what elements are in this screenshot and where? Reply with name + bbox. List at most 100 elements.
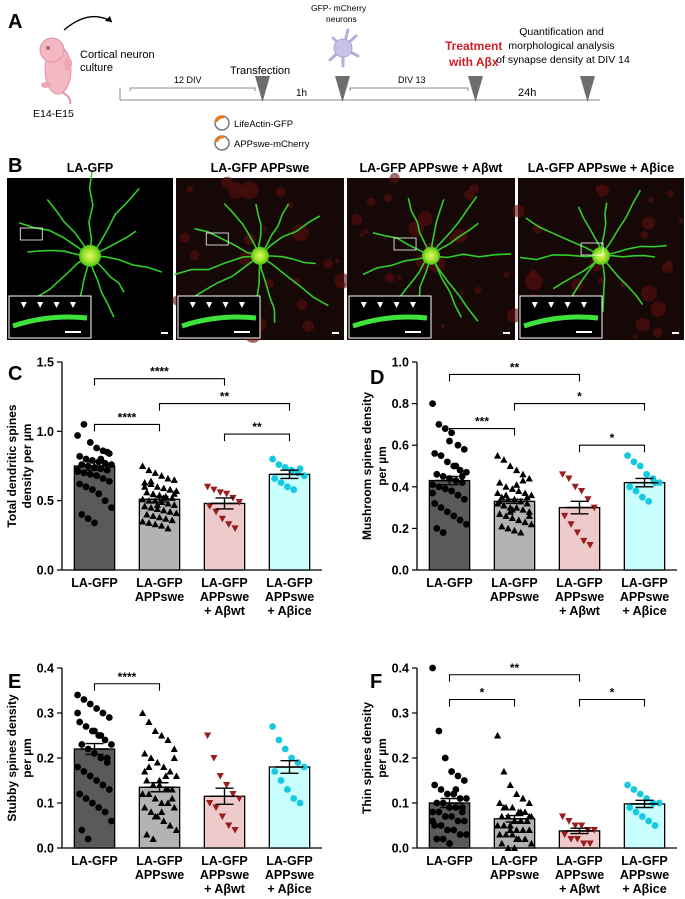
data-point [452,462,460,470]
data-point [636,790,644,798]
data-point [521,835,529,842]
significance-bracket [158,403,291,411]
data-point [216,489,224,496]
data-point [153,501,161,508]
significance-bracket [93,683,161,691]
mcherry-signal [334,273,351,289]
dendrite [600,189,641,257]
inset-dendrite [523,314,599,329]
data-point [655,799,663,807]
mcherry-signal [228,182,245,199]
data-point [493,489,502,497]
y-tick-label: 0.6 [392,439,409,453]
category-label: + Aβwt [559,882,601,896]
quant-label-line: of synapse density at DIV 14 [496,54,630,66]
data-point [95,490,103,498]
data-point [170,745,178,752]
y-axis-label: per µm [20,738,34,778]
data-point [496,479,504,486]
data-point [508,803,516,811]
data-point [565,818,573,825]
dendrite [430,253,512,259]
panel-b: B LA-GFP LA-GFP APPswe LA-GFP APPswe + Aβw… [7,155,684,343]
data-point [463,520,470,528]
data-point [290,486,298,493]
data-point [519,794,527,802]
y-tick-label: 0.4 [392,480,409,494]
category-label: APPswe [200,590,249,604]
data-point [429,664,436,672]
data-point [645,817,653,825]
chart-d: D 0.0 0.2 0.4 0.6 0.8 1.0 Mushroom spines densi… [360,356,677,618]
data-point [97,732,105,739]
category-label: LA-GFP [491,854,538,868]
category-label: LA-GFP [71,576,118,590]
significance-label: **** [118,410,137,424]
data-point [141,502,149,510]
data-point [141,749,149,757]
data-point [443,826,451,834]
data-point [435,727,443,735]
data-point [93,472,101,480]
embryo-illustration [39,37,72,105]
dendrite [430,255,463,318]
data-point [88,799,96,807]
data-point [93,705,101,712]
data-point [290,795,298,802]
data-point [443,508,451,516]
data-point [78,826,86,834]
data-point [429,817,436,825]
data-point [508,506,516,513]
data-point [101,497,109,505]
data-point [506,781,514,788]
mcherry-signal [570,278,583,291]
data-point [138,495,147,503]
culture-label-line: culture [80,62,113,74]
data-point [275,461,283,469]
spine-arrow-icon [189,302,196,308]
data-point [296,465,304,473]
mcherry-signal [598,277,605,284]
chart-f: F 0.0 0.1 0.2 0.3 0.4 Thin spines density per µ… [360,661,677,896]
data-point [76,790,84,798]
category-label: LA-GFP [621,576,668,590]
data-point [510,844,519,851]
data-point [515,487,523,494]
data-point [103,466,111,474]
data-point [158,799,166,806]
data-point [448,813,456,820]
data-point [153,505,161,512]
data-point [523,499,531,507]
data-point [269,723,276,730]
data-point [584,496,592,503]
data-point [74,709,81,717]
category-label: LA-GFP [426,576,473,590]
inset-dendrite [12,314,88,329]
data-point [296,799,304,807]
mcherry-signal [302,320,315,333]
treatment-label-line: Treatment [445,39,502,53]
data-point [630,786,638,793]
data-point [456,795,464,802]
data-point [82,795,90,802]
mcherry-signal [417,211,433,227]
bracket-div13 [349,87,469,91]
embryo-label: E14-E15 [33,108,74,120]
mcherry-signal [595,185,602,192]
dendrite [18,221,91,257]
data-point [456,466,464,474]
data-point [283,483,291,491]
spine-arrow-icon [393,302,400,308]
dendrite [88,171,94,256]
dendrite [194,227,261,257]
significance-bracket [448,698,516,707]
category-label: APPswe [490,590,539,604]
data-point [99,475,107,482]
mcherry-signal [661,262,674,274]
data-point [463,831,470,838]
y-tick-label: 0.4 [37,662,54,676]
data-point [500,501,508,509]
data-point [460,817,468,825]
category-label: APPswe [555,868,604,882]
data-point [580,840,588,848]
